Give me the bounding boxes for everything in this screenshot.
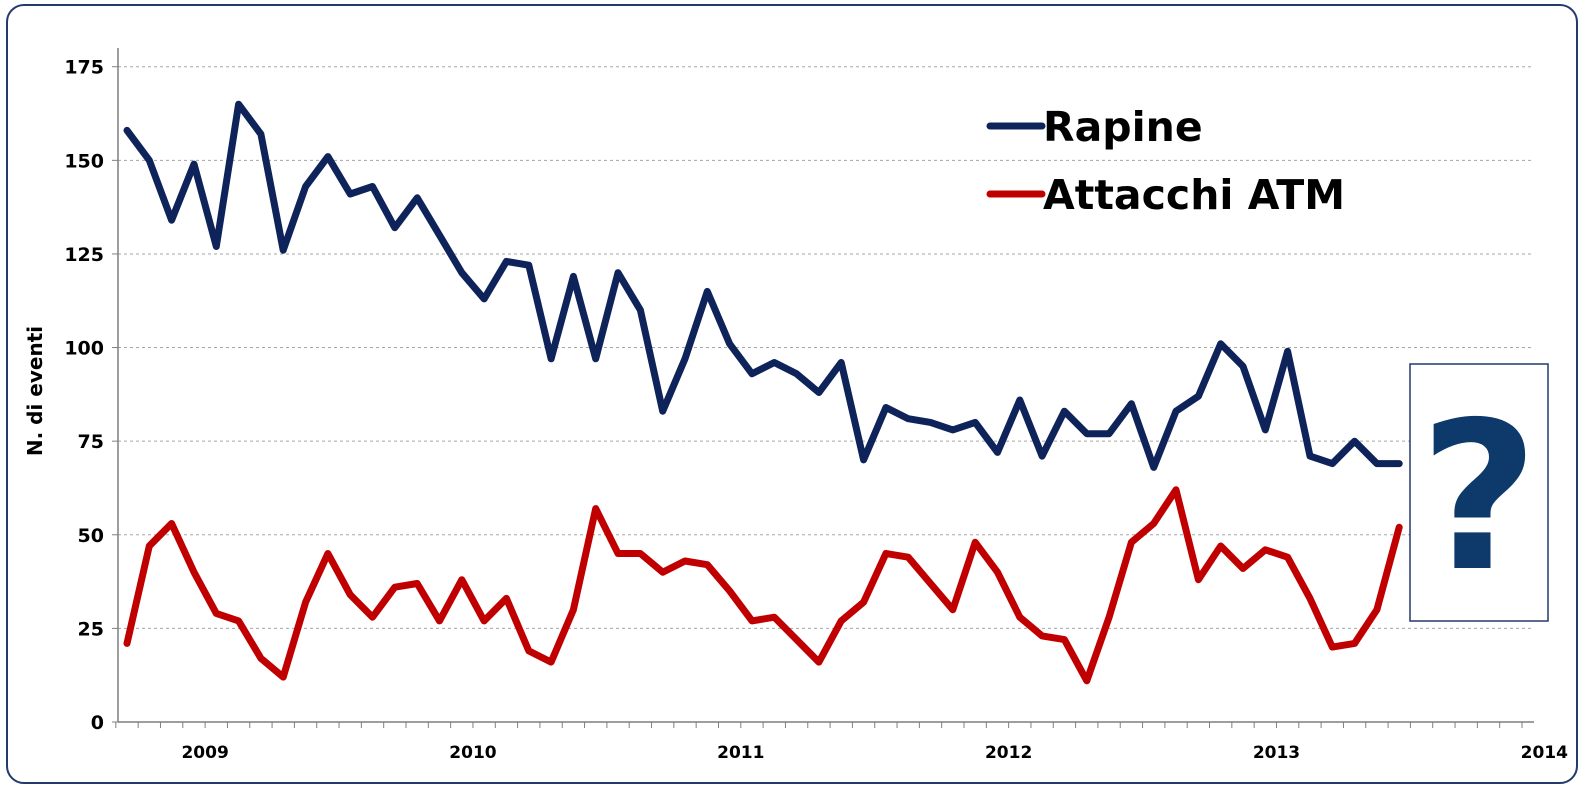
y-tick-label: 175 (64, 57, 104, 79)
y-tick-labels: 0 25 50 75 100 125 150 175 (64, 57, 104, 734)
legend-label: Rapine (1043, 103, 1203, 151)
axes (112, 48, 1534, 728)
y-tick-label: 0 (91, 712, 104, 734)
chart-frame: 0 25 50 75 100 125 150 175 2009 2010 2011 2012 2013… (6, 4, 1578, 784)
y-tick-label: 100 (64, 338, 104, 360)
y-axis-label: N. di eventi (23, 326, 47, 456)
x-tick-labels: 2009 2010 2011 2012 2013 2014 (181, 743, 1568, 763)
x-tick-label: 2013 (1253, 743, 1300, 763)
legend: Rapine Attacchi ATM (986, 103, 1345, 219)
question-box: ? (1409, 363, 1549, 622)
y-tick-label: 50 (78, 525, 104, 547)
y-tick-label: 125 (64, 244, 104, 266)
y-tick-label: 25 (78, 618, 104, 640)
line-chart: 0 25 50 75 100 125 150 175 2009 2010 2011 2012 2013… (23, 48, 1568, 763)
legend-label: Attacchi ATM (1043, 171, 1345, 219)
x-tick-label: 2012 (985, 743, 1032, 763)
x-tick-label: 2009 (181, 743, 228, 763)
question-mark: ? (1420, 379, 1539, 617)
x-tick-label: 2014 (1521, 743, 1568, 763)
series-line-rapine (123, 100, 1403, 471)
y-tick-label: 75 (78, 431, 104, 453)
series-line-attacchi-atm (123, 486, 1403, 685)
grid-lines (118, 66, 1534, 629)
x-tick-label: 2010 (449, 743, 496, 763)
question-box-frame (1409, 363, 1549, 622)
x-tick-label: 2011 (717, 743, 764, 763)
y-tick-label: 150 (64, 150, 104, 172)
series-lines (123, 100, 1403, 685)
